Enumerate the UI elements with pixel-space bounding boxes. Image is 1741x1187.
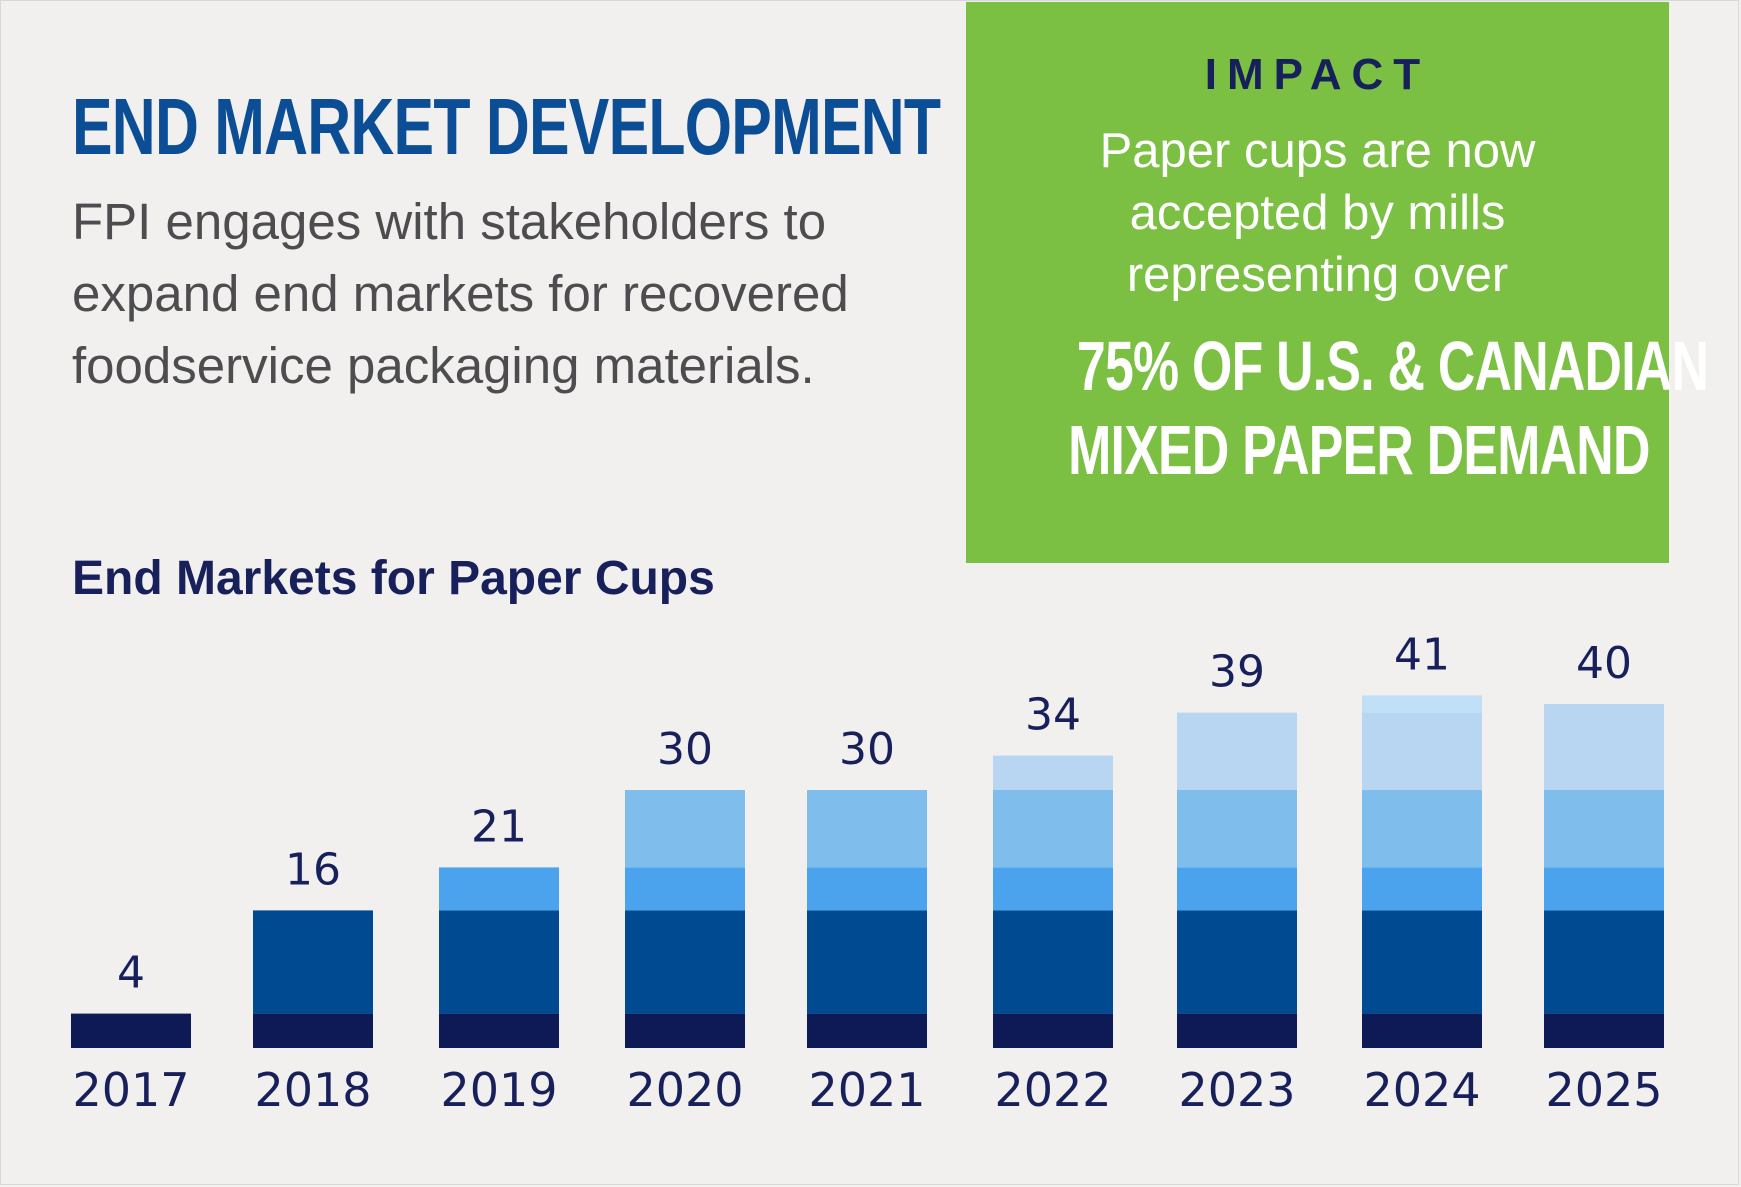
bar-segment-2021-s1 [807, 1013, 927, 1048]
bar-value-label: 39 [1209, 647, 1265, 698]
x-tick-label: 2018 [254, 1063, 371, 1117]
bar-segment-2020-s1 [625, 1013, 745, 1048]
x-tick-label: 2023 [1178, 1063, 1295, 1117]
bar-segment-2023-s4 [1177, 790, 1297, 868]
bar-segment-2018-s2 [253, 910, 373, 1014]
bar-value-label: 40 [1576, 638, 1632, 689]
impact-callout: IMPACT Paper cups are now accepted by mi… [966, 2, 1709, 563]
bar-segment-2025-s4 [1544, 790, 1664, 868]
bar-value-label: 30 [839, 724, 895, 775]
bar-segment-2025-s3 [1544, 867, 1664, 911]
bar-segment-2018-s1 [253, 1013, 373, 1048]
x-tick-label: 2021 [808, 1063, 925, 1117]
page-title: END MARKET DEVELOPMENT [72, 82, 941, 171]
bar-value-label: 41 [1394, 629, 1450, 680]
bar-segment-2020-s4 [625, 790, 745, 868]
bar-value-label: 4 [117, 948, 145, 999]
bar-segment-2023-s3 [1177, 867, 1297, 911]
x-tick-label: 2025 [1545, 1063, 1662, 1117]
impact-label: IMPACT [1204, 50, 1431, 99]
bar-segment-2020-s3 [625, 867, 745, 911]
x-tick-label: 2019 [440, 1063, 557, 1117]
bar-segment-2019-s3 [439, 867, 559, 911]
bar-segment-2022-s5 [993, 755, 1113, 790]
impact-highlight: 75% OF U.S. & CANADIAN MIXED PAPER DEMAN… [966, 324, 1709, 492]
impact-highlight-line: MIXED PAPER DEMAND [1068, 411, 1650, 489]
bar-segment-2024-s1 [1362, 1013, 1482, 1048]
impact-body-line: representing over [1126, 248, 1509, 302]
bar-value-label: 34 [1025, 690, 1081, 741]
bar-segment-2019-s1 [439, 1013, 559, 1048]
bar-segment-2024-s2 [1362, 910, 1482, 1014]
bar-segment-2025-s2 [1544, 910, 1664, 1014]
bar-segment-2024-s6 [1362, 695, 1482, 713]
bar-segment-2023-s2 [1177, 910, 1297, 1014]
bar-segment-2020-s2 [625, 910, 745, 1014]
bar-segment-2019-s2 [439, 910, 559, 1014]
bar-segment-2021-s3 [807, 867, 927, 911]
impact-body: Paper cups are now accepted by mills rep… [966, 120, 1669, 306]
bar-segment-2017-s1 [71, 1013, 191, 1048]
intro-text: FPI engages with stakeholders to expand … [72, 193, 849, 394]
x-tick-label: 2022 [994, 1063, 1111, 1117]
bar-segment-2022-s3 [993, 867, 1113, 911]
bar-segment-2022-s2 [993, 910, 1113, 1014]
bar-segment-2021-s4 [807, 790, 927, 868]
bar-segment-2024-s5 [1362, 712, 1482, 790]
impact-body-line: accepted by mills [1129, 186, 1506, 240]
bar-value-label: 16 [285, 844, 341, 895]
bar-segment-2022-s1 [993, 1013, 1113, 1048]
bar-value-label: 30 [657, 724, 713, 775]
bar-segment-2025-s1 [1544, 1013, 1664, 1048]
chart-title: End Markets for Paper Cups [72, 552, 715, 605]
bar-segment-2024-s4 [1362, 790, 1482, 868]
bar-segment-2022-s4 [993, 790, 1113, 868]
bar-segment-2024-s3 [1362, 867, 1482, 911]
bar-value-label: 21 [471, 801, 527, 852]
x-tick-label: 2020 [626, 1063, 743, 1117]
bar-segment-2025-s5 [1544, 704, 1664, 790]
x-tick-label: 2024 [1363, 1063, 1480, 1117]
bar-segment-2021-s2 [807, 910, 927, 1014]
impact-body-line: Paper cups are now [1099, 124, 1536, 178]
impact-highlight-line: 75% OF U.S. & CANADIAN [1076, 327, 1709, 405]
bar-segment-2023-s1 [1177, 1013, 1297, 1048]
bar-segment-2023-s5 [1177, 712, 1297, 790]
x-tick-label: 2017 [72, 1063, 189, 1117]
